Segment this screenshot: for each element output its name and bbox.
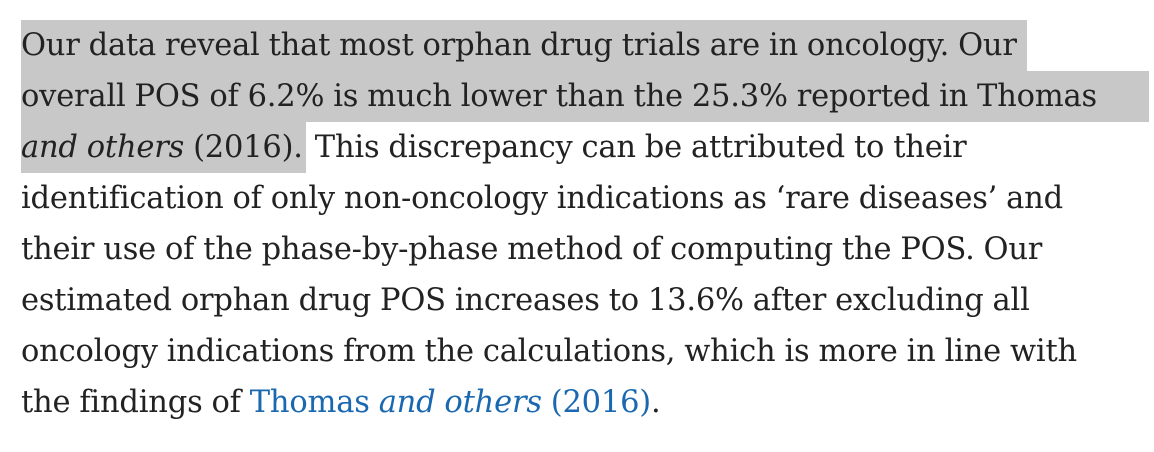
citation-year-text: (2016). (184, 130, 303, 165)
highlighted-text: Our data reveal that most orphan drug tr… (21, 20, 1027, 71)
citation-year: (2016) (541, 385, 651, 420)
highlighted-text: overall POS of 6.2% is much lower than t… (21, 71, 1149, 122)
text-line-8: the findings of Thomas and others (2016)… (21, 377, 1146, 428)
highlighted-text: and others (2016). (21, 122, 306, 173)
body-paragraph: Our data reveal that most orphan drug tr… (21, 20, 1149, 428)
plain-text: the findings of (21, 385, 250, 420)
text-line-1: Our data reveal that most orphan drug tr… (21, 20, 1146, 71)
text-line-5: their use of the phase-by-phase method o… (21, 232, 1043, 267)
text-line-4: identification of only non-oncology indi… (21, 181, 1063, 216)
text-line-2: overall POS of 6.2% is much lower than t… (21, 71, 1149, 122)
italic-text: and others (21, 130, 185, 165)
text-line-7: oncology indications from the calculatio… (21, 334, 1077, 369)
citation-author: Thomas (249, 385, 379, 420)
text-line-3: and others (2016). This discrepancy can … (21, 122, 1146, 173)
citation-italic: and others (378, 385, 542, 420)
text-line-6: estimated orphan drug POS increases to 1… (21, 283, 1030, 318)
period-text: . (651, 385, 661, 420)
citation-link[interactable]: Thomas and others (2016) (250, 385, 651, 420)
plain-text: This discrepancy can be attributed to th… (305, 130, 967, 165)
